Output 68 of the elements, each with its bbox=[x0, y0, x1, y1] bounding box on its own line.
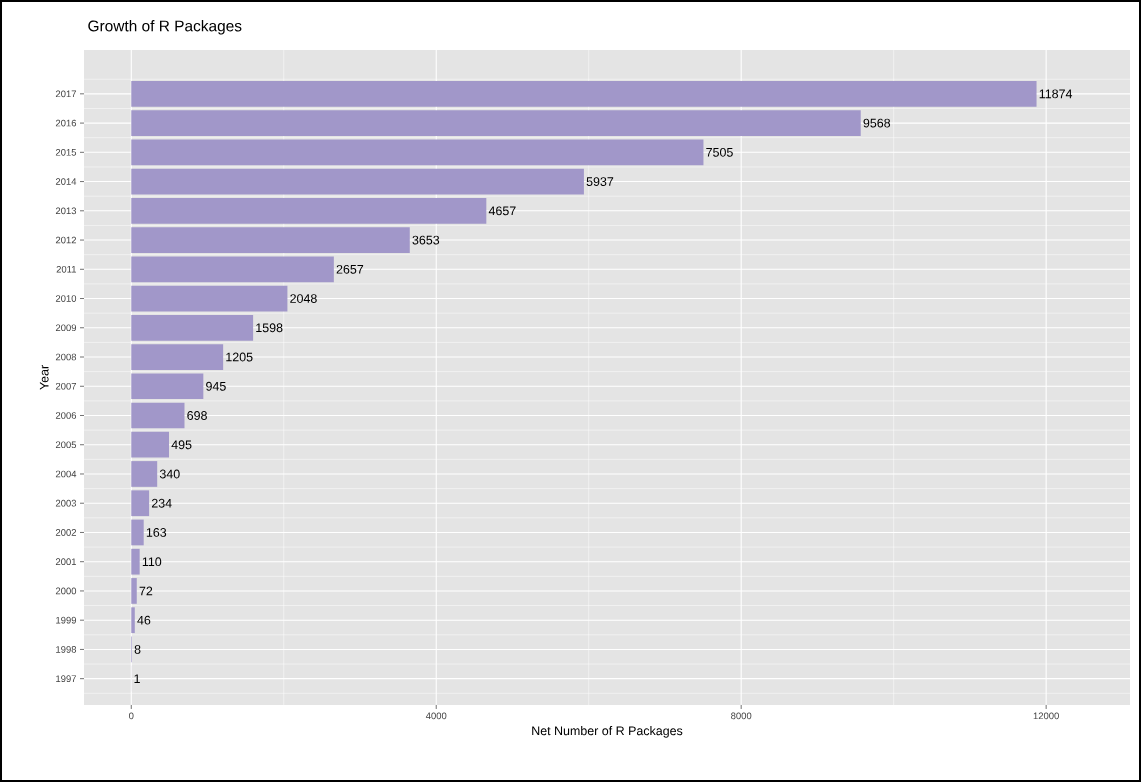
data-label: 46 bbox=[137, 615, 151, 625]
data-label: 945 bbox=[206, 381, 226, 391]
data-label: 3653 bbox=[412, 235, 440, 245]
data-label: 340 bbox=[159, 469, 180, 479]
x-axis-title: Net Number of R Packages bbox=[532, 726, 683, 738]
y-tick-label: 1997 bbox=[56, 675, 77, 683]
y-tick-label: 2008 bbox=[55, 353, 77, 361]
y-tick-label: 2010 bbox=[55, 295, 77, 302]
bar bbox=[131, 256, 334, 283]
y-tick-label: 2011 bbox=[56, 265, 77, 273]
bar bbox=[131, 490, 150, 517]
bar bbox=[131, 285, 288, 312]
data-label: 1 bbox=[134, 674, 140, 683]
bar bbox=[131, 607, 135, 634]
bar bbox=[131, 168, 584, 195]
bar bbox=[131, 578, 137, 604]
y-tick-label: 1998 bbox=[56, 646, 77, 653]
data-label: 7505 bbox=[706, 147, 733, 157]
y-axis-title: Year bbox=[39, 365, 49, 390]
bar bbox=[131, 139, 704, 166]
y-tick-label: 2006 bbox=[55, 412, 77, 419]
data-label: 5937 bbox=[586, 177, 614, 186]
y-tick-label: 1999 bbox=[56, 616, 77, 624]
bar bbox=[131, 548, 140, 575]
y-tick-label: 2001 bbox=[55, 558, 77, 566]
y-tick-label: 2007 bbox=[55, 382, 77, 390]
y-tick-label: 2012 bbox=[55, 236, 77, 244]
bar bbox=[131, 314, 254, 341]
y-tick-label: 2004 bbox=[55, 470, 77, 478]
data-label: 8 bbox=[134, 645, 141, 654]
data-label: 2048 bbox=[290, 294, 317, 303]
bar bbox=[131, 519, 144, 546]
y-tick-label: 2017 bbox=[55, 90, 77, 98]
bar bbox=[131, 80, 1037, 107]
data-label: 2657 bbox=[336, 264, 364, 274]
x-tick-label: 4000 bbox=[425, 712, 447, 720]
y-tick-label: 2016 bbox=[55, 119, 77, 127]
bar bbox=[131, 110, 861, 136]
y-tick-label: 2014 bbox=[55, 178, 77, 185]
bar bbox=[131, 197, 487, 224]
data-label: 163 bbox=[146, 528, 167, 537]
y-tick-label: 2013 bbox=[55, 207, 77, 215]
bar bbox=[131, 344, 224, 370]
x-tick-label: 8000 bbox=[731, 712, 752, 720]
data-label: 1598 bbox=[256, 323, 283, 333]
y-tick-label: 2003 bbox=[55, 499, 77, 507]
bar bbox=[131, 373, 204, 400]
x-tick-label: 0 bbox=[129, 712, 134, 720]
bar bbox=[131, 461, 158, 487]
data-label: 4657 bbox=[488, 206, 516, 216]
bar bbox=[131, 431, 170, 458]
y-tick-label: 2000 bbox=[55, 587, 77, 595]
bar bbox=[131, 227, 410, 253]
data-label: 698 bbox=[187, 411, 207, 420]
data-label: 72 bbox=[139, 586, 153, 596]
data-label: 11874 bbox=[1039, 89, 1073, 99]
data-label: 495 bbox=[171, 440, 192, 450]
data-label: 9568 bbox=[863, 118, 891, 128]
y-tick-label: 2015 bbox=[55, 148, 77, 156]
data-label: 234 bbox=[151, 498, 172, 508]
y-tick-label: 2009 bbox=[55, 324, 77, 332]
y-tick-label: 2002 bbox=[55, 529, 77, 536]
data-label: 110 bbox=[142, 557, 162, 567]
data-label: 1205 bbox=[226, 352, 253, 362]
chart-title: Growth of R Packages bbox=[88, 20, 242, 35]
x-tick-label: 12000 bbox=[1033, 712, 1059, 720]
y-tick-label: 2005 bbox=[55, 441, 77, 449]
bar bbox=[131, 402, 185, 429]
